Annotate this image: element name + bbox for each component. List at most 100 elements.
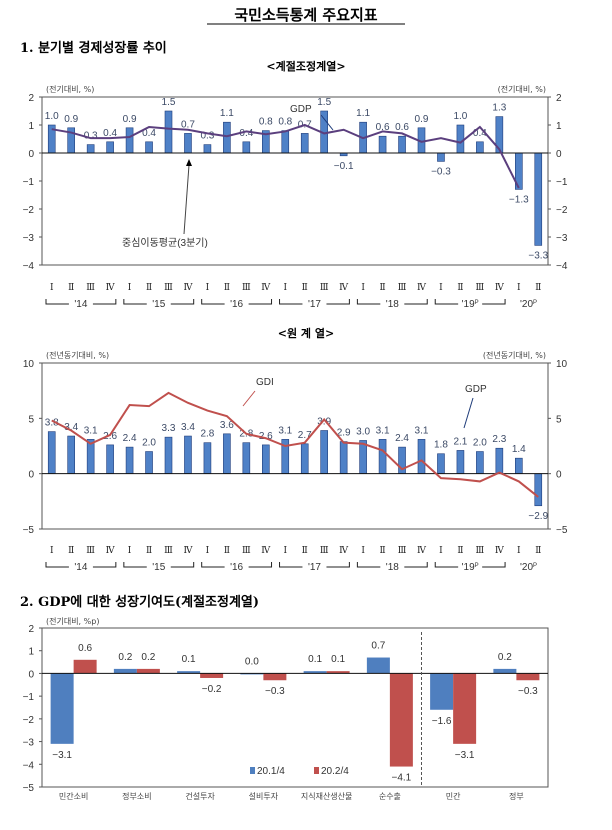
gdp-bar [281,130,290,154]
quarter-label: Ⅰ [439,546,443,556]
bar-value-label: 0.4 [103,128,117,139]
bar-value-label: 3.3 [162,423,176,434]
bar-value-label: 3.9 [317,417,331,428]
gdp-bar [223,433,231,474]
plot-area [41,362,549,530]
y-axis-label-left: (전년동기대비, %) [46,350,109,360]
quarter-label: Ⅱ [224,546,230,556]
bar-20-2q [326,671,350,674]
gdp-bar [164,436,173,474]
year-label: '18 [386,299,399,310]
gdp-bar [242,141,251,154]
y-tick-right: −2 [556,205,568,216]
y-tick-left: 2 [28,93,34,104]
legend-swatch [250,767,255,774]
bar-value-label: 0.1 [182,654,196,665]
y-tick-right: −4 [556,261,568,272]
year-label: '18 [386,562,399,573]
gdp-bar [300,443,309,474]
category-label: 정부소비 [122,791,151,801]
y-tick-right: −1 [556,177,568,188]
bar-value-label: −3.3 [528,250,548,261]
quarter-label: Ⅱ [535,546,541,556]
year-bracket [356,562,381,568]
year-bracket [248,299,273,305]
section1-title: 1. 분기별 경제성장률 추이 [20,40,167,56]
year-label: '15 [152,299,165,310]
preliminary-mark: P [533,300,537,306]
gdp-bar [164,110,173,154]
bar-20-2q [453,673,477,744]
bar-value-label: 1.1 [220,108,234,119]
quarter-label: Ⅳ [106,283,116,293]
gdp-bar [125,446,134,474]
gdp-bar [203,144,212,154]
gdp-bar [437,453,445,474]
bar-value-label: 0.9 [415,114,429,125]
quarter-label: Ⅰ [283,546,287,556]
y-tick-right: 2 [556,93,562,104]
y-tick-left: 5 [28,414,34,425]
bar-value-label: 3.4 [64,422,78,433]
quarter-label: Ⅲ [398,283,407,293]
quarter-label: Ⅰ [206,546,210,556]
bar-value-label: 3.1 [376,425,390,436]
bar-20-1q [430,673,454,710]
year-bracket [45,562,69,568]
bar-value-label: 0.8 [278,117,292,128]
bar-value-label: 2.9 [337,428,351,439]
bar-value-label: 0.4 [473,128,487,139]
legend-swatch [314,767,319,774]
gdp-bar [495,447,504,474]
gdp-bar [320,430,328,474]
bar-value-label: 0.3 [200,131,214,142]
bar-value-label: 1.1 [356,108,370,119]
quarter-label: Ⅰ [50,283,54,293]
quarter-label: Ⅱ [457,546,463,556]
gdp-bar [203,442,212,474]
bar-value-label: 3.1 [84,425,98,436]
gdp-arrow [320,114,334,131]
bar-value-label: 1.5 [162,97,176,108]
bar-value-label: 1.0 [453,111,467,122]
bar-value-label: 3.4 [181,422,195,433]
gdp-bar [145,141,153,154]
year-label: '19P [462,562,479,573]
bar-value-label: 0.2 [118,652,132,663]
gdp-bar [515,457,523,474]
y-tick-label: −1 [23,692,35,703]
y-tick-label: −5 [23,783,35,794]
quarter-label: Ⅰ [128,546,132,556]
gdp-annotation: GDP [465,384,487,395]
year-label: '17 [308,562,321,573]
y-tick-left: −5 [23,525,35,536]
arrow-head [186,159,192,166]
bar-value-label: 0.7 [181,119,195,130]
bar-20-2q [516,673,540,681]
y-axis-label-right: (전기대비, %) [498,84,546,94]
y-axis-label: (전기대비, %p) [46,616,99,626]
gdp-bar [476,451,484,474]
y-tick-label: −3 [23,738,35,749]
year-label: '16 [230,562,243,573]
bar-value-label: 3.6 [220,420,234,431]
bar-value-label: −1.6 [432,716,452,727]
bar-value-label: −1.3 [509,194,529,205]
year-label: '14 [74,562,87,573]
bar-value-label: 3.1 [278,425,292,436]
bar-20-2q [263,673,287,681]
year-bracket [201,562,225,568]
y-tick-left: −4 [23,261,35,272]
category-label: 설비투자 [249,791,279,801]
quarter-label: Ⅱ [68,283,74,293]
bar-value-label: 0.9 [64,114,78,125]
quarter-label: Ⅰ [361,546,365,556]
bar-20-2q [389,673,413,767]
quarter-label: Ⅳ [339,283,349,293]
moving-average-annotation: 중심이동평균(3분기) [122,237,208,249]
bar-value-label: 0.1 [331,654,345,665]
quarter-label: Ⅱ [535,283,541,293]
bar-value-label: −0.3 [431,166,451,177]
chart-contribution: 2 1 0 −1 −2 −3 −4 −5 (전기대비, %p) −3.1 0.6 민간소비 0.2 0.2… [23,616,549,801]
gdp-bar [86,144,95,154]
